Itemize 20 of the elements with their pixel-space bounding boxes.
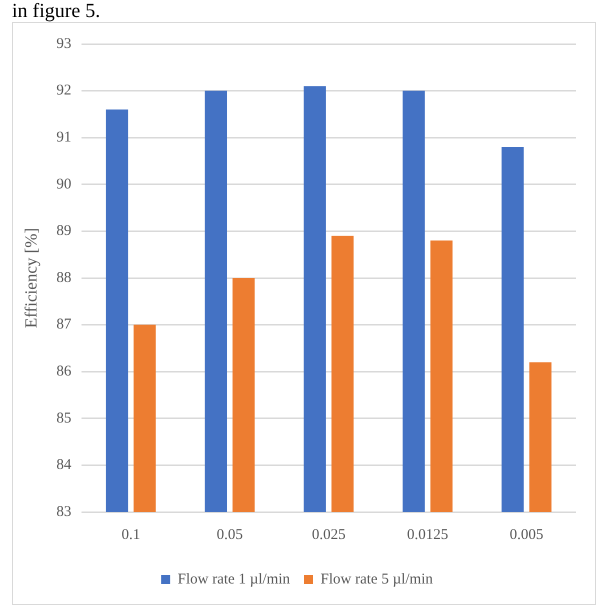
y-tick-label: 83 xyxy=(56,504,72,520)
x-tick-label: 0.1 xyxy=(121,526,140,543)
y-tick-label: 87 xyxy=(56,316,72,333)
x-tick-label: 0.005 xyxy=(510,526,544,543)
y-tick-label: 91 xyxy=(56,130,72,146)
y-tick-label: 84 xyxy=(56,457,72,474)
y-tick-label: 85 xyxy=(56,410,72,426)
x-tick-label: 0.0125 xyxy=(406,526,448,543)
x-tick-label: 0.05 xyxy=(216,526,243,543)
legend-label: Flow rate 1 µl/min xyxy=(178,571,290,588)
y-tick-label: 93 xyxy=(56,36,72,52)
y-axis-title: Efficiency [%] xyxy=(22,228,41,328)
text: in figure 5. xyxy=(12,0,100,22)
y-tick-label: 89 xyxy=(56,223,72,240)
y-tick-label: 86 xyxy=(56,364,72,380)
y-tick-label: 92 xyxy=(56,82,72,99)
legend-label: Flow rate 5 µl/min xyxy=(320,571,434,588)
y-tick-label: 90 xyxy=(56,176,72,192)
y-tick-label: 88 xyxy=(56,270,72,286)
x-tick-label: 0.025 xyxy=(312,526,346,543)
